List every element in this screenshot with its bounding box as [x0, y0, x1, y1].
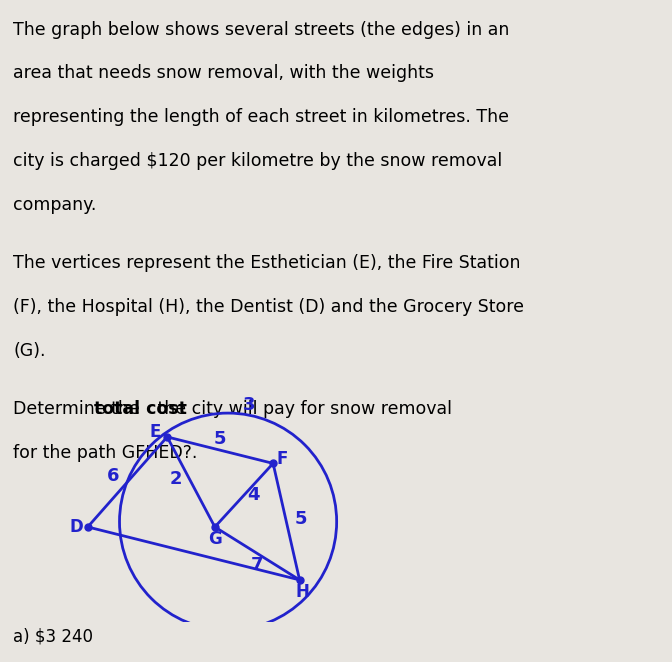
- Text: 4: 4: [247, 486, 260, 504]
- Text: 5: 5: [214, 430, 226, 448]
- Text: 2: 2: [170, 470, 182, 489]
- Text: E: E: [150, 422, 161, 441]
- Text: (F), the Hospital (H), the Dentist (D) and the Grocery Store: (F), the Hospital (H), the Dentist (D) a…: [13, 298, 524, 316]
- Text: company.: company.: [13, 196, 97, 214]
- Text: representing the length of each street in kilometres. The: representing the length of each street i…: [13, 108, 509, 126]
- Text: a) $3 240: a) $3 240: [13, 628, 93, 645]
- Text: The vertices represent the Esthetician (E), the Fire Station: The vertices represent the Esthetician (…: [13, 254, 521, 272]
- Text: D: D: [69, 518, 83, 536]
- Text: area that needs snow removal, with the weights: area that needs snow removal, with the w…: [13, 64, 434, 82]
- Text: 7: 7: [251, 556, 263, 574]
- Text: total cost: total cost: [95, 401, 187, 418]
- Text: The graph below shows several streets (the edges) in an: The graph below shows several streets (t…: [13, 21, 509, 38]
- Text: the city will pay for snow removal: the city will pay for snow removal: [153, 401, 452, 418]
- Text: G: G: [208, 530, 222, 547]
- Text: H: H: [295, 583, 309, 600]
- Text: F: F: [277, 450, 288, 468]
- Text: 6: 6: [106, 467, 119, 485]
- Text: 3: 3: [243, 396, 255, 414]
- Text: for the path GFHED?.: for the path GFHED?.: [13, 444, 198, 462]
- Text: city is charged $120 per kilometre by the snow removal: city is charged $120 per kilometre by th…: [13, 152, 503, 170]
- Text: Determine the: Determine the: [13, 401, 146, 418]
- Text: 5: 5: [295, 510, 307, 528]
- Text: (G).: (G).: [13, 342, 46, 359]
